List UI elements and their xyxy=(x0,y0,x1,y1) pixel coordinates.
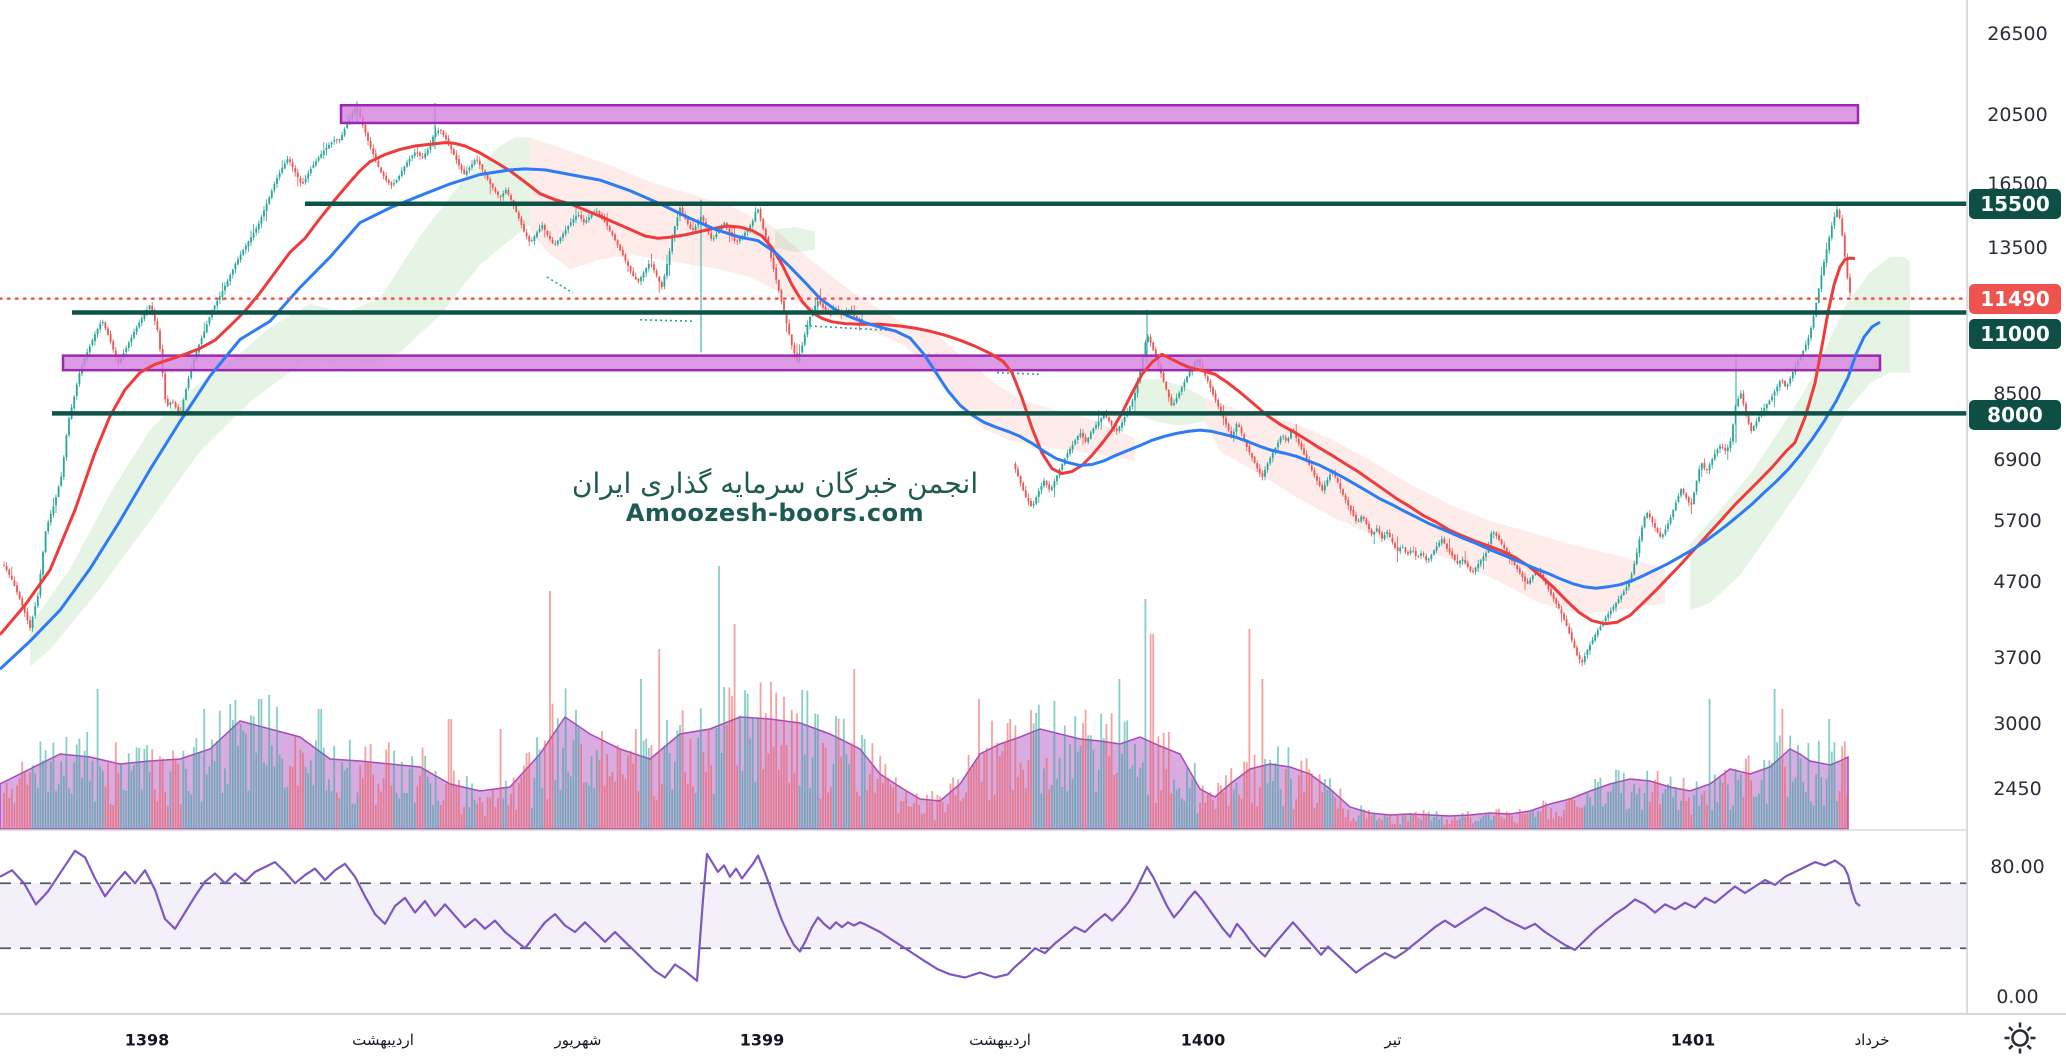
lagging-span-line xyxy=(804,324,889,332)
time-axis-label: اردیبهشت xyxy=(969,1031,1031,1049)
lagging-span-line xyxy=(996,371,1041,376)
price-tick: 20500 xyxy=(1987,104,2048,127)
settings-icon-ray xyxy=(2008,1026,2014,1032)
settings-icon-ray xyxy=(2026,1026,2032,1032)
price-tick: 13500 xyxy=(1987,236,2048,259)
time-axis[interactable]: 1398 اردیبهشت شهریور 1399 اردیبهشت 1400 تیر 140… xyxy=(0,1014,2066,1064)
time-axis-label: خرداد xyxy=(1854,1031,1890,1049)
time-axis-label: 1400 xyxy=(1180,1030,1226,1050)
rsi-axis-label: 0.00 xyxy=(1996,986,2039,1008)
time-axis-label: تیر xyxy=(1384,1031,1402,1049)
price-tick: 2450 xyxy=(1993,777,2042,800)
ichimoku-cloud xyxy=(1205,397,1665,614)
time-axis-label: شهریور xyxy=(554,1031,602,1049)
price-tick: 8500 xyxy=(1993,383,2042,406)
settings-icon-circle xyxy=(2011,1029,2029,1047)
supply-demand-zone[interactable] xyxy=(61,354,1882,372)
time-axis-label: 1401 xyxy=(1670,1030,1716,1050)
lagging-span-line xyxy=(546,276,574,294)
settings-icon-ray xyxy=(2008,1044,2014,1050)
ichimoku-cloud xyxy=(1135,379,1205,426)
price-tick: 3700 xyxy=(1993,646,2042,669)
price-tick: 4700 xyxy=(1993,571,2042,594)
volume-bars-layer xyxy=(3,566,1849,829)
rsi-axis-label: 80.00 xyxy=(1990,856,2045,878)
ma-line-blue[interactable] xyxy=(0,167,1881,671)
ichimoku-cloud xyxy=(775,227,815,253)
price-tick: 6900 xyxy=(1993,449,2042,472)
time-axis-label: 1398 xyxy=(124,1030,170,1050)
time-axis-label: 1399 xyxy=(739,1030,785,1050)
supply-demand-zone[interactable] xyxy=(339,103,1860,125)
price-level-label: 15500 xyxy=(1969,188,2061,219)
lagging-span-line xyxy=(639,318,696,323)
price-level-label: 8000 xyxy=(1969,400,2061,431)
rsi-line xyxy=(0,849,1861,982)
price-level-label: 11000 xyxy=(1969,319,2061,350)
price-tick: 26500 xyxy=(1987,22,2048,45)
chart-settings-icon[interactable] xyxy=(2002,1020,2038,1056)
price-axis[interactable]: 26500 20500 16500 13500 8500 6900 5700 4700 3700… xyxy=(1967,0,2066,1013)
time-axis-label: اردیبهشت xyxy=(352,1031,414,1049)
volume-ma-area xyxy=(0,715,1849,830)
current-price-label: 11490 xyxy=(1969,283,2061,314)
settings-icon-ray xyxy=(2026,1044,2032,1050)
ichimoku-cloud xyxy=(30,137,530,667)
price-tick: 3000 xyxy=(1993,713,2042,736)
price-tick: 5700 xyxy=(1993,509,2042,532)
rsi-band xyxy=(0,883,1967,949)
ma-line-red[interactable] xyxy=(0,141,1856,636)
